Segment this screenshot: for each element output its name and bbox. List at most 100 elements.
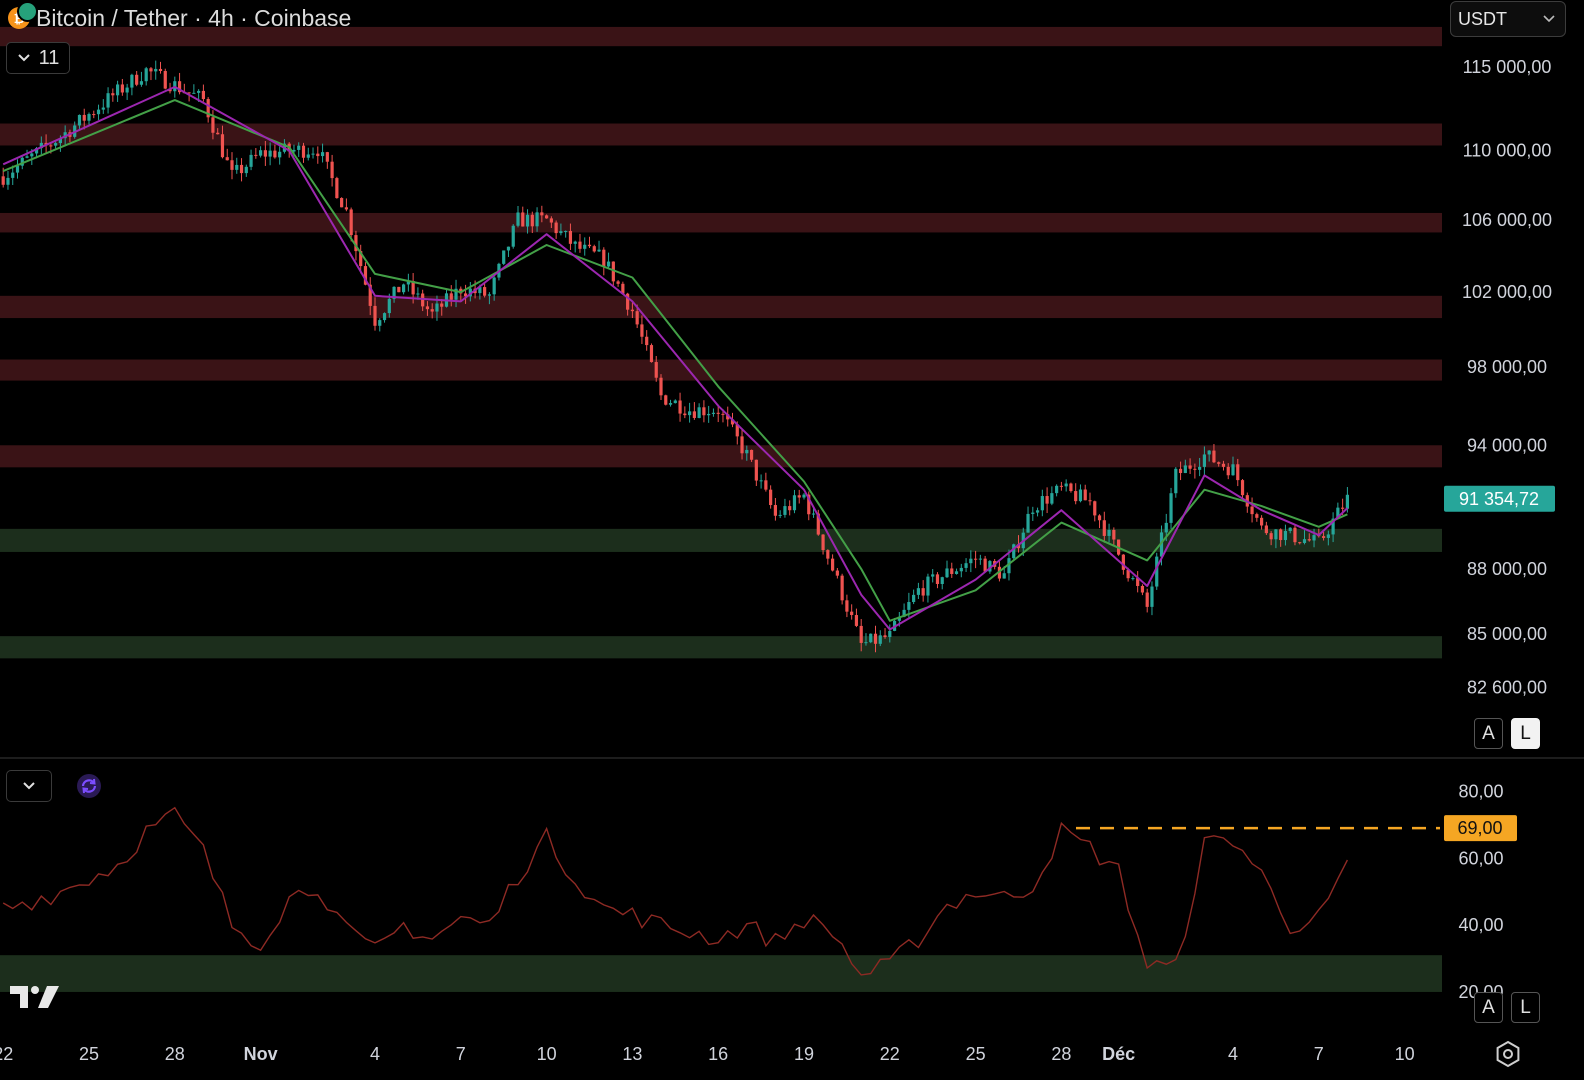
candle-body <box>230 160 234 170</box>
time-tick-label: 4 <box>370 1044 380 1064</box>
candle-body <box>506 246 511 251</box>
auto-scale-button[interactable]: A <box>1474 718 1503 749</box>
chevron-down-icon <box>23 782 35 790</box>
candle-body <box>58 138 62 144</box>
candle-body <box>368 284 372 306</box>
candle-body <box>1221 463 1226 467</box>
candle-body <box>468 288 472 297</box>
candle-body <box>278 151 282 158</box>
candle-body <box>821 534 825 551</box>
candle-body <box>635 311 639 325</box>
candle-body <box>301 145 306 158</box>
candle-body <box>1250 506 1254 515</box>
candle-body <box>950 568 954 574</box>
settings-icon[interactable] <box>1494 1040 1522 1068</box>
candle-body <box>935 574 940 584</box>
candle-body <box>1302 539 1307 543</box>
candle-body <box>1231 464 1235 476</box>
candle-body <box>92 114 96 116</box>
rsi-log-scale-button[interactable]: L <box>1511 992 1540 1023</box>
candle-body <box>931 574 935 577</box>
candle-body <box>244 166 248 174</box>
candle-body <box>964 563 968 568</box>
resistance-zone <box>0 212 1442 233</box>
candle-body <box>692 411 696 418</box>
candle-body <box>521 212 525 227</box>
candle-body <box>1169 493 1173 523</box>
support-zone <box>0 636 1442 659</box>
symbol-header[interactable]: ₿ Bitcoin / Tether · 4h · Coinbase <box>8 1 351 34</box>
candle-body <box>158 68 163 72</box>
candle-body <box>1031 512 1035 514</box>
rsi-oversold-band <box>0 955 1442 992</box>
candle-body <box>87 114 91 121</box>
candle-body <box>978 558 982 560</box>
candle-body <box>645 336 649 346</box>
candle-body <box>573 241 577 244</box>
candle-body <box>1288 527 1292 532</box>
candle-body <box>163 71 167 89</box>
candle-body <box>1002 573 1006 579</box>
candle-body <box>1240 480 1245 496</box>
candle-body <box>668 403 673 405</box>
candle-body <box>1331 518 1335 535</box>
candle-body <box>1193 468 1197 470</box>
candle-body <box>1055 485 1059 494</box>
candle-body <box>39 142 43 149</box>
candle-body <box>859 625 863 643</box>
indicators-toggle-button[interactable]: 11 <box>6 42 70 74</box>
candle-body <box>773 505 777 516</box>
candle-body <box>912 594 916 603</box>
candle-body <box>792 495 797 511</box>
candle-body <box>1126 569 1130 579</box>
resistance-zone <box>0 359 1442 381</box>
candle-body <box>654 362 658 378</box>
candle-body <box>954 571 959 574</box>
candle-body <box>478 287 482 294</box>
sync-icon[interactable] <box>76 773 102 799</box>
candle-body <box>1112 529 1116 540</box>
currency-select[interactable]: USDT <box>1450 1 1566 37</box>
candle-body <box>559 231 563 234</box>
price-tick-label: 98 000,00 <box>1467 357 1547 377</box>
candle-body <box>1164 522 1168 533</box>
candle-body <box>854 615 859 626</box>
btc-usdt-coin-icon: ₿ <box>8 1 38 29</box>
candle-body <box>516 212 520 226</box>
candle-body <box>268 150 272 157</box>
currency-select-value: USDT <box>1458 8 1507 29</box>
candle-body <box>139 81 144 85</box>
candle-body <box>730 419 735 425</box>
candle-body <box>354 235 358 252</box>
candle-body <box>297 145 301 150</box>
candle-body <box>463 293 468 297</box>
candle-body <box>1131 578 1135 580</box>
candle-body <box>430 309 434 312</box>
candle-body <box>711 412 716 414</box>
candle-body <box>1217 462 1221 464</box>
candle-body <box>416 293 420 295</box>
candle-body <box>673 400 677 404</box>
candle-body <box>873 633 878 644</box>
candle-body <box>1274 529 1278 540</box>
candles-group <box>1 60 1349 653</box>
candle-body <box>616 281 620 284</box>
candle-body <box>1026 513 1030 533</box>
candle-body <box>259 150 263 156</box>
candle-body <box>254 154 258 156</box>
time-tick-label: 7 <box>456 1044 466 1064</box>
rsi-auto-scale-button[interactable]: A <box>1474 992 1503 1023</box>
candle-body <box>1341 507 1345 509</box>
candle-body <box>749 449 754 460</box>
log-scale-button[interactable]: L <box>1511 718 1540 749</box>
candle-body <box>525 214 530 227</box>
candle-body <box>740 436 744 454</box>
candle-body <box>263 150 267 157</box>
candle-body <box>664 395 668 405</box>
rsi-pane-toggle-button[interactable] <box>6 770 52 802</box>
price-tick-label: 102 000,00 <box>1462 282 1552 302</box>
candle-body <box>1345 494 1349 509</box>
price-tick-label: 106 000,00 <box>1462 210 1552 230</box>
candle-body <box>149 68 153 72</box>
